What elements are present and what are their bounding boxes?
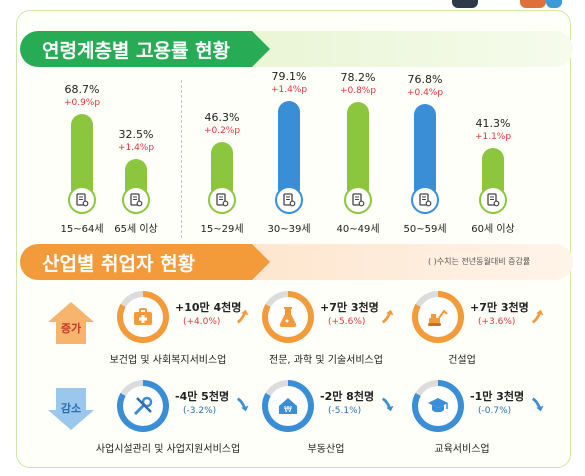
industry-name: 보건업 및 사회복지서비스업 xyxy=(109,355,227,366)
change-label: +1.4%p xyxy=(117,143,155,154)
industry-rate: (-0.7%) xyxy=(478,406,512,416)
industry-section-header: 산업별 취업자 현황 xyxy=(20,244,573,280)
category-label: 60세 이상 xyxy=(471,224,515,235)
category-label: 15~64세 xyxy=(60,224,104,235)
industry-amount: +10만 4천명 xyxy=(175,301,242,314)
down-arrow-icon xyxy=(235,396,253,418)
industry-name: 부동산업 xyxy=(307,444,345,455)
value-label: 76.8% xyxy=(407,73,443,86)
decrease-tag: 감소 xyxy=(48,388,94,430)
down-arrow-icon xyxy=(380,396,398,418)
document-icon xyxy=(275,186,303,214)
industry-rate: (+4.0%) xyxy=(183,317,221,327)
bar-15~64세 xyxy=(71,114,93,200)
increase-tag: 증가 xyxy=(48,302,94,344)
up-arrow-icon xyxy=(235,307,253,329)
bar-40~49세 xyxy=(347,102,369,200)
industry-amount: +7만 3천명 xyxy=(320,301,379,314)
category-label: 30~39세 xyxy=(267,224,311,235)
industry-amount: -1만 3천명 xyxy=(470,390,525,403)
age-section-title: 연령계층별 고용률 현황 xyxy=(20,31,270,67)
value-label: 46.3% xyxy=(204,111,240,125)
decoration-top xyxy=(452,0,478,8)
industry-name: 전문, 과학 및 기술서비스업 xyxy=(269,355,383,366)
value-label: 79.1% xyxy=(271,70,307,84)
graduation-cap-icon xyxy=(418,386,458,426)
category-label: 40~49세 xyxy=(336,224,380,235)
industry-circle xyxy=(412,291,464,343)
change-label: +0.2%p xyxy=(203,126,241,137)
industry-circle xyxy=(262,291,314,343)
industry-name: 사업시설관리 및 사업지원서비스업 xyxy=(95,444,241,455)
up-arrow-icon xyxy=(380,307,398,329)
bar-30~39세 xyxy=(278,101,300,200)
industry-rate: (-5.1%) xyxy=(328,406,362,416)
industry-circle xyxy=(117,291,169,343)
industry-rate: (+3.6%) xyxy=(478,317,516,327)
tools-icon xyxy=(123,386,163,426)
category-label: 15~29세 xyxy=(200,224,244,235)
group-divider xyxy=(181,80,182,238)
industry-amount: +7만 3천명 xyxy=(470,301,529,314)
value-label: 78.2% xyxy=(340,71,376,85)
industry-note: ( )수치는 전년동월대비 증감률 xyxy=(428,257,531,266)
industry-name: 건설업 xyxy=(448,355,476,366)
industry-circle: ₩ xyxy=(262,380,314,432)
industry-section-title: 산업별 취업자 현황 xyxy=(20,244,270,280)
document-icon xyxy=(208,186,236,214)
bar-15~29세 xyxy=(211,142,233,200)
document-icon xyxy=(344,186,372,214)
bar-50~59세 xyxy=(414,104,436,200)
decoration-top xyxy=(520,0,546,8)
category-label: 65세 이상 xyxy=(114,224,158,235)
age-section-header: 연령계층별 고용률 현황 xyxy=(20,31,573,67)
industry-rate: (-3.2%) xyxy=(183,406,217,416)
change-label: +1.1%p xyxy=(474,132,512,143)
change-label: +0.8%p xyxy=(339,86,377,97)
decoration-top xyxy=(546,0,562,8)
value-label: 41.3% xyxy=(475,117,511,131)
down-arrow-icon xyxy=(530,396,548,418)
industry-amount: -4만 5천명 xyxy=(175,390,230,403)
industry-rate: (+5.6%) xyxy=(328,317,366,327)
change-label: +0.9%p xyxy=(63,98,101,109)
value-label: 68.7% xyxy=(64,83,100,97)
medical-kit-icon xyxy=(123,297,163,337)
industry-circle xyxy=(412,380,464,432)
up-arrow-icon xyxy=(530,307,548,329)
document-icon xyxy=(122,186,150,214)
document-icon xyxy=(68,186,96,214)
svg-text:₩: ₩ xyxy=(284,405,292,414)
industry-amount: -2만 8천명 xyxy=(320,390,375,403)
industry-circle xyxy=(117,380,169,432)
document-icon xyxy=(479,186,507,214)
change-label: +1.4%p xyxy=(270,85,308,96)
excavator-icon xyxy=(418,297,458,337)
house-won-icon: ₩ xyxy=(268,386,308,426)
value-label: 32.5% xyxy=(118,128,154,142)
document-icon xyxy=(411,186,439,214)
category-label: 50~59세 xyxy=(403,224,447,235)
industry-name: 교육서비스업 xyxy=(434,444,490,455)
change-label: +0.4%p xyxy=(406,88,444,98)
lab-flask-icon xyxy=(268,297,308,337)
